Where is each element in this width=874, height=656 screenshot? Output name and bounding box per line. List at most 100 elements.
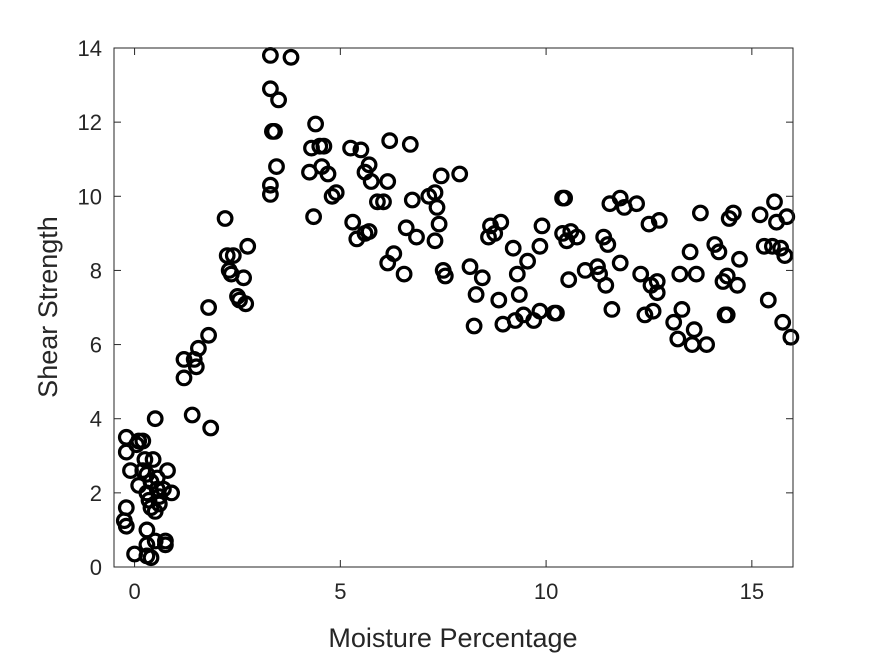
data-point — [436, 267, 454, 285]
data-point — [163, 484, 181, 502]
data-point — [369, 193, 386, 211]
data-point — [648, 284, 666, 302]
data-point — [344, 213, 362, 231]
data-point — [216, 210, 234, 227]
data-point — [235, 269, 253, 287]
data-point — [375, 193, 392, 211]
data-point — [360, 223, 378, 240]
data-point — [239, 237, 257, 255]
data-point — [307, 115, 325, 133]
data-point — [611, 254, 629, 272]
data-point — [650, 211, 668, 229]
data-point — [640, 215, 658, 233]
data-point — [156, 532, 174, 550]
data-point — [200, 326, 218, 344]
plot-area-frame — [113, 47, 794, 568]
data-point — [385, 245, 403, 263]
data-point — [144, 451, 162, 468]
data-point — [731, 250, 748, 268]
data-point — [556, 189, 573, 207]
y-tick-label: 4 — [90, 407, 102, 432]
data-point — [187, 358, 205, 376]
data-point — [492, 213, 510, 231]
data-point — [729, 276, 746, 294]
data-point — [665, 313, 683, 331]
data-point — [189, 339, 207, 357]
data-point — [519, 252, 536, 270]
x-tick-label: 0 — [128, 579, 140, 604]
data-point — [451, 165, 469, 183]
x-axis-label: Moisture Percentage — [328, 623, 577, 653]
data-point — [362, 173, 380, 190]
data-point — [352, 141, 370, 159]
data-point — [683, 336, 701, 354]
data-point — [175, 369, 193, 387]
data-point — [146, 410, 164, 428]
data-point — [648, 273, 666, 290]
data-point — [718, 306, 736, 324]
data-point — [681, 243, 699, 261]
data-point — [401, 135, 419, 153]
data-point — [597, 276, 615, 294]
data-point — [360, 156, 378, 174]
y-tick-label: 12 — [78, 110, 102, 135]
data-point — [465, 317, 483, 335]
data-point — [395, 265, 413, 283]
data-point — [599, 236, 617, 253]
y-tick-label: 6 — [90, 333, 102, 358]
data-point — [134, 432, 152, 450]
y-tick-label: 10 — [78, 184, 102, 209]
data-point — [510, 286, 528, 303]
data-point — [710, 243, 728, 261]
data-point — [698, 336, 715, 354]
data-point — [150, 495, 168, 513]
data-point — [508, 265, 526, 283]
data-point — [381, 132, 399, 150]
x-tick-label: 5 — [334, 579, 346, 604]
data-point — [262, 80, 279, 98]
data-point — [782, 328, 800, 346]
data-point — [467, 286, 485, 303]
data-point — [687, 265, 705, 283]
data-point — [636, 306, 654, 324]
data-point — [408, 228, 425, 246]
data-point — [589, 258, 606, 276]
data-point — [644, 302, 662, 320]
data-point — [397, 219, 415, 237]
y-tick-label: 2 — [90, 481, 102, 506]
data-point — [764, 237, 781, 255]
data-point — [724, 204, 742, 222]
data-point — [202, 419, 220, 437]
data-point — [751, 206, 769, 224]
data-point — [282, 48, 300, 66]
data-point — [319, 165, 337, 183]
data-point — [774, 313, 792, 331]
data-point — [428, 198, 446, 216]
data-point — [342, 139, 360, 157]
y-tick-label: 14 — [78, 36, 102, 61]
data-point — [560, 271, 578, 289]
data-point — [568, 228, 586, 246]
data-point — [224, 247, 242, 265]
data-point — [432, 167, 450, 185]
data-point — [430, 215, 448, 233]
data-point — [426, 232, 444, 250]
data-point — [315, 137, 333, 155]
data-point — [718, 267, 736, 285]
data-point — [183, 406, 201, 424]
data-point — [138, 521, 156, 539]
data-point — [148, 469, 166, 487]
data-point — [776, 247, 794, 265]
data-point — [175, 351, 193, 368]
data-point — [379, 173, 397, 190]
data-point — [327, 184, 345, 202]
y-tick-label: 8 — [90, 258, 102, 283]
data-point — [461, 258, 479, 276]
data-point — [755, 237, 773, 255]
data-point — [603, 301, 621, 318]
data-point — [270, 91, 288, 109]
data-point — [533, 217, 551, 235]
x-tick-label: 10 — [534, 579, 558, 604]
data-point — [766, 193, 783, 211]
